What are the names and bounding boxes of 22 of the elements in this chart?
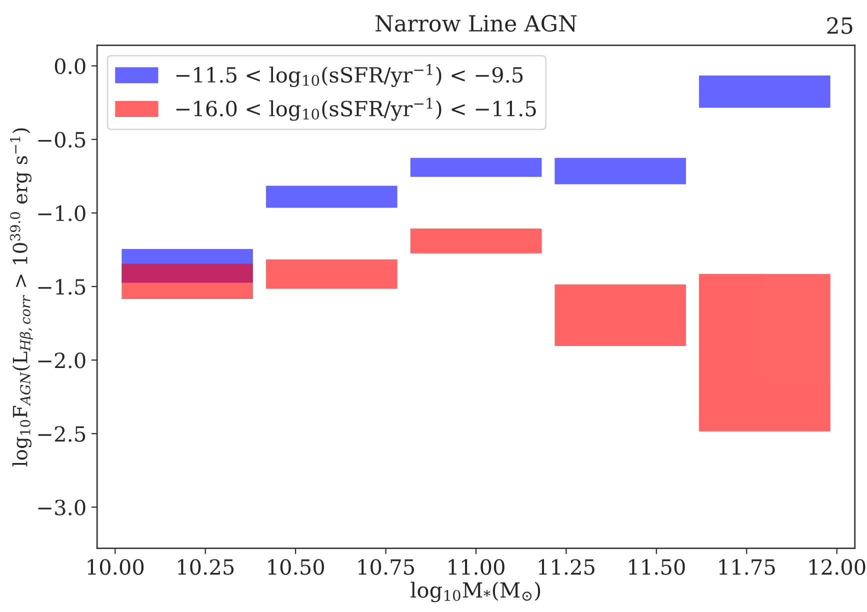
x-tick-label: 11.75 [719, 559, 775, 575]
y-tick-label: −1.0 [38, 205, 86, 222]
x-tick-label: 12.00 [810, 559, 866, 575]
text: 25 [827, 17, 852, 34]
y-tick-label: −3.0 [38, 500, 86, 516]
x-tick-label: 11.25 [538, 559, 594, 575]
text: log$_{10}$F$_{AGN}$(L$_{Hβ,corr}$ > 10$^{39.0}$ erg s$^{−1}$) [10, 128, 34, 466]
y-tick-label: −2.5 [38, 426, 86, 442]
x-tick-label: 10.75 [358, 559, 414, 575]
x-axis-title: log$_{10}$M$_{*}$(M$_{⊙}$) [410, 582, 540, 602]
y-tick-label: −0.5 [38, 132, 86, 148]
chart-title: Narrow Line AGN [376, 14, 577, 32]
x-tick-label: 10.50 [268, 559, 324, 575]
y-tick-label: 0.0 [54, 58, 86, 74]
legend-label: −16.0 < log$_{10}$(sSFR/yr$^{−1}$) < −11.5 [176, 98, 536, 121]
legend-label: −11.5 < log$_{10}$(sSFR/yr$^{−1}$) < −9.5 [176, 64, 523, 88]
x-tick-label: 11.50 [629, 559, 685, 575]
x-tick-label: 10.25 [178, 559, 234, 575]
x-tick-label: 10.00 [88, 559, 144, 575]
y-tick-label: −1.5 [38, 278, 86, 295]
x-tick-label: 11.00 [448, 559, 504, 575]
y-tick-label: −2.0 [38, 352, 86, 368]
